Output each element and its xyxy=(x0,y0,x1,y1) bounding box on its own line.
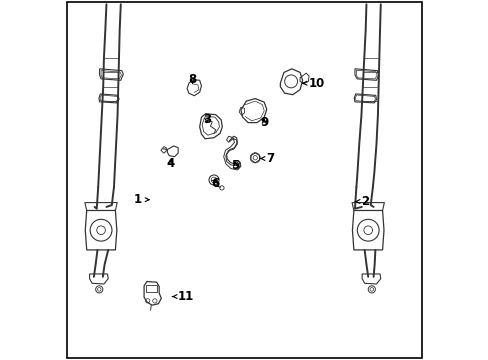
Text: 9: 9 xyxy=(260,116,268,129)
Text: 10: 10 xyxy=(303,77,325,90)
Text: 4: 4 xyxy=(166,157,175,170)
Text: 3: 3 xyxy=(203,113,210,126)
Text: 7: 7 xyxy=(260,152,274,165)
Text: 8: 8 xyxy=(188,73,196,86)
Text: 11: 11 xyxy=(172,290,194,303)
Text: 5: 5 xyxy=(231,159,239,172)
Text: 1: 1 xyxy=(134,193,149,206)
Text: 6: 6 xyxy=(211,177,220,190)
Text: 2: 2 xyxy=(355,195,368,208)
